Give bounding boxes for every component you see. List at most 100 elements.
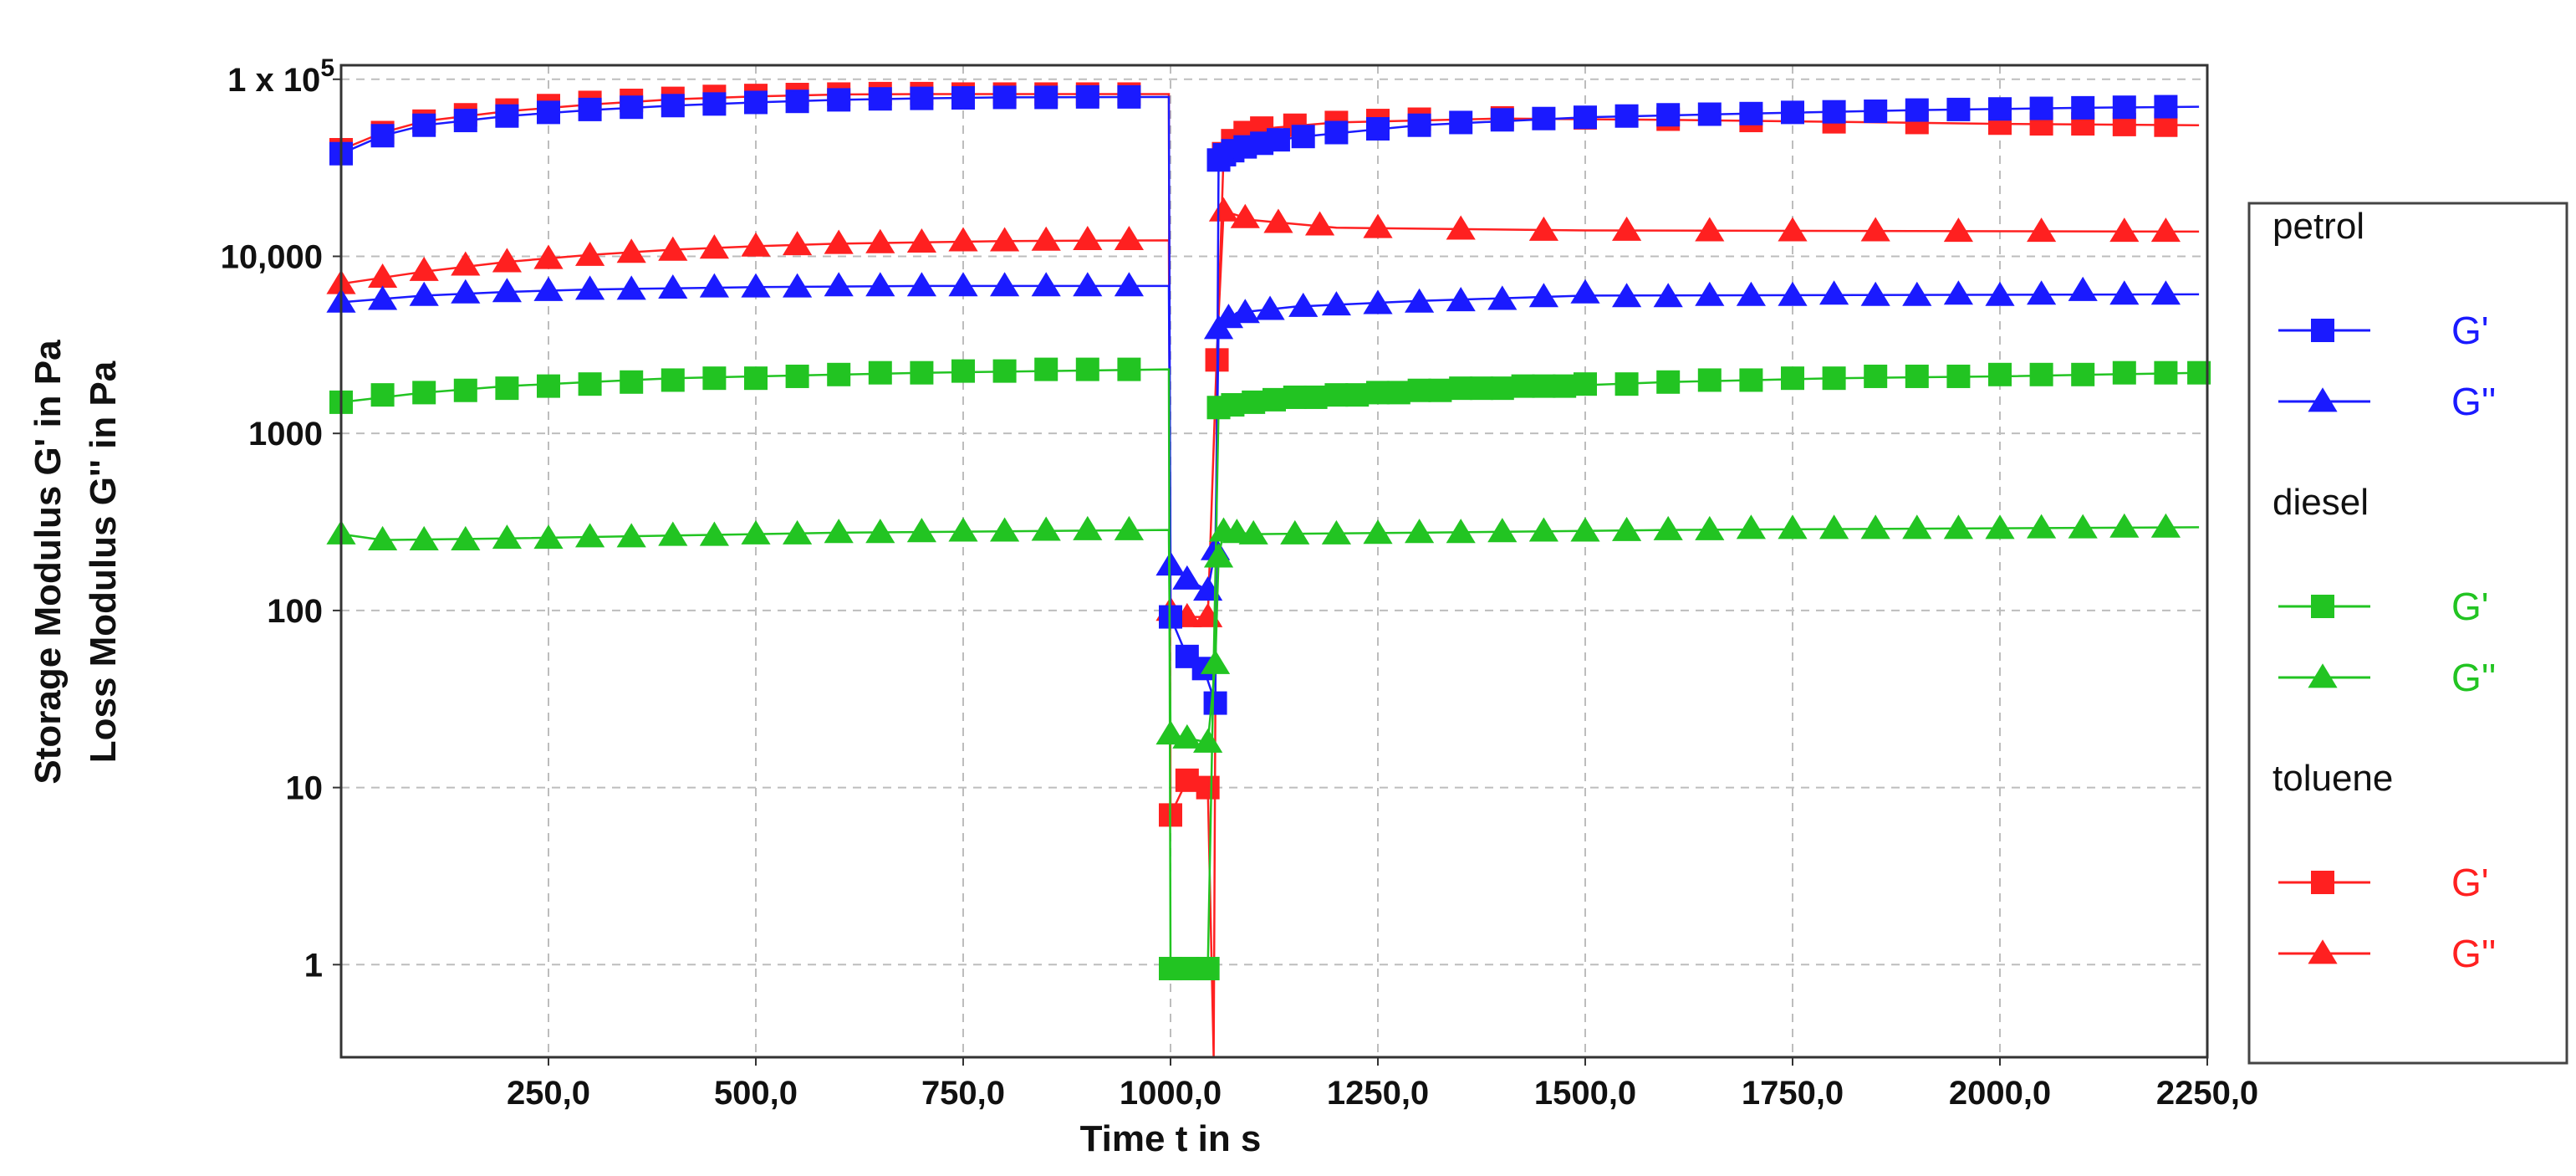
y-tick-label-exponent: 5 [320, 54, 334, 82]
data-point [1366, 117, 1390, 141]
data-point [827, 362, 851, 386]
data-point [699, 521, 729, 546]
y-tick-label: 100 [267, 593, 323, 630]
data-point [1612, 283, 1642, 308]
data-point [2027, 514, 2057, 539]
data-point [1175, 768, 1199, 792]
legend-label: G' [2451, 861, 2489, 904]
data-point [1528, 517, 1558, 542]
data-point [1490, 376, 1514, 401]
data-point [368, 525, 398, 550]
data-point [1242, 390, 1266, 414]
data-point [1386, 381, 1410, 405]
x-tick-label: 2250,0 [2156, 1075, 2258, 1112]
x-axis: 250,0 500,0 750,0 1000,0 1250,0 1500,0 1750,0 2… [507, 1057, 2258, 1112]
data-point [1117, 84, 1141, 109]
y-tick-label-base: 1 x 10 [227, 62, 320, 99]
data-point [2112, 95, 2136, 120]
data-point [948, 517, 978, 542]
data-point [1031, 272, 1061, 297]
data-point [1778, 514, 1808, 539]
data-point [1193, 728, 1223, 753]
data-point [1114, 272, 1144, 297]
data-point [537, 374, 560, 398]
data-point [2027, 217, 2057, 243]
legend-marker-triangle [2308, 939, 2338, 964]
data-point [658, 521, 688, 546]
data-point [702, 366, 727, 391]
data-point [1574, 105, 1597, 130]
data-point [1781, 100, 1804, 125]
data-point [992, 85, 1017, 110]
legend-marker-square [2311, 595, 2334, 618]
data-point [1614, 104, 1639, 128]
data-point [1985, 281, 2015, 306]
data-point [1614, 372, 1639, 396]
data-point [1196, 957, 1220, 981]
data-point [575, 523, 605, 548]
data-point [1303, 385, 1328, 409]
data-point [2109, 280, 2140, 305]
data-point [1902, 281, 1932, 306]
x-tick-label: 1250,0 [1327, 1075, 1429, 1112]
data-point [1230, 299, 1260, 324]
legend-marker-triangle [2308, 387, 2338, 412]
data-point [533, 244, 564, 269]
data-point [1781, 366, 1804, 391]
legend-marker-triangle [2308, 663, 2338, 688]
data-point [370, 383, 395, 407]
data-point [1363, 289, 1393, 314]
data-point [992, 359, 1017, 383]
data-point [2109, 513, 2140, 538]
data-point [1905, 364, 1929, 388]
data-point [702, 92, 727, 116]
data-point [1532, 374, 1556, 398]
data-point [2071, 362, 2095, 386]
data-point [1985, 514, 2015, 539]
data-point [370, 124, 395, 148]
data-point [620, 95, 644, 120]
data-point [492, 524, 522, 550]
data-point [741, 273, 771, 298]
data-point [1697, 102, 1722, 126]
data-point [1366, 381, 1390, 405]
data-point [868, 87, 892, 111]
data-point [1528, 216, 1558, 241]
legend-items: petrol G' G'' diesel G' G'' toluene G' G'' [2272, 206, 2496, 975]
data-point [1075, 357, 1099, 381]
x-tick-label: 500,0 [714, 1075, 798, 1112]
data-point [616, 238, 646, 263]
data-point [1490, 108, 1514, 132]
data-point [1988, 362, 2012, 386]
data-point [1221, 393, 1245, 417]
data-point [1778, 281, 1808, 306]
data-point [1262, 387, 1286, 412]
data-point [951, 359, 975, 383]
x-tick-label: 250,0 [507, 1075, 590, 1112]
data-point [1075, 84, 1099, 109]
data-point [1034, 357, 1058, 381]
data-point [2071, 95, 2095, 120]
data-point [1155, 720, 1186, 745]
x-tick-label: 1750,0 [1742, 1075, 1844, 1112]
data-point [1943, 217, 1973, 243]
data-point [1864, 364, 1888, 388]
legend-marker-square [2311, 871, 2334, 894]
legend-frame [2247, 202, 2568, 1065]
data-point [616, 275, 646, 300]
data-point [2154, 95, 2178, 119]
data-point [783, 519, 813, 545]
data-point [1822, 100, 1846, 124]
data-point [1739, 368, 1763, 392]
data-point [409, 256, 439, 281]
data-point [412, 381, 436, 405]
data-point [865, 272, 895, 297]
data-point [1695, 515, 1725, 540]
data-point [1487, 518, 1518, 543]
data-point [2150, 513, 2181, 538]
data-point [1200, 649, 1231, 674]
data-point [578, 97, 602, 121]
data-point [495, 104, 519, 128]
data-point [2154, 360, 2178, 385]
y-tick-label: 1 x 105 [227, 54, 334, 99]
